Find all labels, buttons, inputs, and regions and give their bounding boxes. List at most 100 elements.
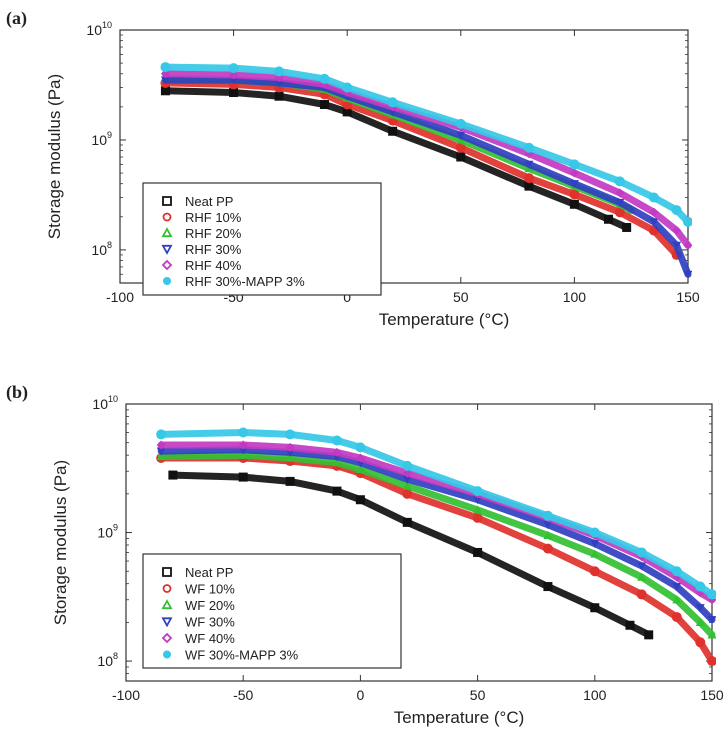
data-point — [707, 616, 716, 625]
data-point — [274, 91, 284, 101]
x-tick-label: 50 — [453, 289, 469, 305]
data-point — [636, 547, 647, 558]
data-point — [456, 131, 466, 140]
y-tick-label: 109 — [97, 523, 118, 541]
y-tick-label: 108 — [97, 651, 118, 669]
y-tick-base: 10 — [91, 242, 107, 258]
data-point — [543, 582, 553, 592]
x-tick-label: 100 — [583, 687, 607, 703]
data-point — [648, 192, 659, 203]
legend-box — [142, 182, 382, 296]
data-point — [672, 595, 682, 604]
data-point — [472, 486, 483, 497]
legend-marker-5 — [163, 277, 171, 285]
data-point — [238, 450, 248, 459]
data-point — [473, 547, 483, 557]
data-point — [524, 160, 534, 169]
data-point — [707, 589, 716, 600]
data-point — [615, 198, 625, 207]
series-layer — [156, 427, 716, 667]
data-point — [238, 440, 248, 450]
legend-marker-1 — [162, 584, 172, 593]
y-tick-base: 10 — [97, 525, 113, 541]
data-point — [649, 218, 659, 227]
data-point — [672, 241, 682, 250]
data-point — [156, 440, 166, 450]
legend-marker-0 — [162, 567, 172, 577]
data-point — [590, 549, 600, 558]
y-tick-label: 108 — [91, 240, 112, 258]
data-point — [637, 562, 647, 571]
y-tick-label: 109 — [91, 130, 112, 148]
data-point — [355, 464, 365, 473]
x-tick-label: 150 — [676, 289, 700, 305]
y-tick-exponent: 9 — [107, 130, 112, 140]
data-point — [331, 435, 342, 446]
legend-marker-4 — [161, 632, 173, 644]
data-point — [402, 475, 412, 484]
x-tick-label: -100 — [106, 289, 134, 305]
data-point — [355, 495, 365, 505]
data-point — [388, 126, 398, 136]
y-tick-base: 10 — [92, 396, 108, 412]
data-point — [671, 566, 682, 577]
data-point — [707, 630, 716, 639]
series-line-1 — [161, 79, 681, 259]
legend-marker-3 — [161, 617, 173, 628]
legend-label-5: WF 30%-MAPP 3% — [185, 648, 299, 663]
panel-label: (b) — [6, 382, 28, 403]
data-point — [238, 472, 248, 482]
legend-label-3: RHF 30% — [185, 242, 242, 257]
data-point — [569, 180, 579, 189]
legend-label-4: RHF 40% — [185, 258, 242, 273]
data-point — [683, 216, 692, 227]
data-point — [614, 176, 625, 187]
data-point — [603, 214, 613, 224]
data-point — [156, 429, 167, 440]
data-point — [683, 270, 692, 279]
legend-marker-3 — [161, 244, 173, 255]
x-tick-label: 150 — [700, 687, 724, 703]
legend-label-2: WF 20% — [185, 598, 235, 613]
panel-label: (a) — [6, 8, 27, 29]
data-point — [590, 540, 600, 549]
data-point — [615, 188, 625, 198]
chart-b-svg: (b)-100 -50 0 50 100 1501081091010Temperature… — [6, 382, 724, 727]
data-point — [229, 70, 239, 80]
y-tick-exponent: 10 — [108, 394, 118, 404]
data-point — [695, 617, 705, 626]
y-tick-base: 10 — [97, 653, 113, 669]
data-point — [672, 582, 682, 592]
y-tick-label: 1010 — [92, 394, 118, 412]
y-axis-title: Storage modulus (Pa) — [45, 74, 64, 239]
data-point — [455, 118, 466, 129]
data-point — [589, 527, 600, 538]
data-point — [402, 460, 413, 471]
data-point — [355, 453, 365, 463]
legend-marker-0 — [162, 196, 172, 206]
data-point — [671, 205, 682, 216]
data-point — [523, 142, 534, 153]
data-point — [543, 521, 553, 530]
data-point — [160, 86, 170, 96]
data-point — [543, 530, 553, 540]
data-point — [387, 97, 398, 108]
data-point — [589, 566, 600, 577]
legend-label-1: RHF 10% — [185, 210, 242, 225]
data-point — [285, 442, 295, 452]
data-point — [523, 173, 534, 184]
y-tick-base: 10 — [91, 132, 107, 148]
data-point — [542, 543, 553, 554]
data-point — [342, 82, 353, 93]
data-point — [319, 100, 329, 110]
legend-label-1: WF 10% — [185, 582, 235, 597]
data-point — [319, 73, 330, 84]
series-layer — [160, 62, 692, 279]
data-point — [542, 510, 553, 521]
legend-marker-4 — [161, 259, 173, 271]
x-tick-label: 0 — [343, 289, 351, 305]
data-point — [569, 159, 580, 170]
data-point — [473, 505, 483, 514]
data-point — [285, 453, 295, 462]
data-point — [228, 63, 239, 74]
